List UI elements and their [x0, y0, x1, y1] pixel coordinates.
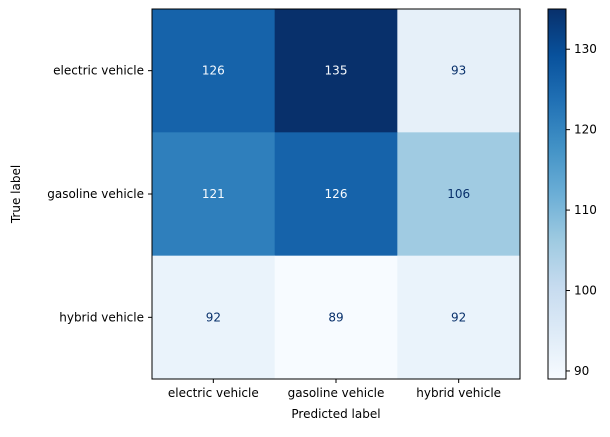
- cell-value-label: 92: [451, 310, 466, 324]
- heatmap-cell: [274, 9, 398, 133]
- heatmap-cell: [152, 255, 276, 380]
- cell-value-label: 135: [325, 64, 348, 78]
- colorbar-tick-label: 90: [574, 364, 589, 378]
- colorbar: [547, 8, 567, 380]
- cell-value-label: 92: [206, 310, 221, 324]
- cell-value-label: 106: [447, 187, 470, 201]
- heatmap-cells: [152, 9, 521, 380]
- cell-value-label: 89: [328, 310, 343, 324]
- cell-value-label: 93: [451, 64, 466, 78]
- y-tick-label: electric vehicle: [53, 64, 144, 78]
- y-tick-label: hybrid vehicle: [59, 310, 144, 324]
- y-tick-label: gasoline vehicle: [47, 187, 144, 201]
- heatmap-cell: [274, 132, 398, 257]
- x-axis-ticks: electric vehicle gasoline vehicle hybrid v…: [168, 379, 501, 400]
- heatmap-cell: [397, 132, 521, 257]
- heatmap-cell: [152, 9, 276, 133]
- x-tick-label: electric vehicle: [168, 386, 259, 400]
- cell-value-label: 126: [325, 187, 348, 201]
- colorbar-tick-label: 100: [574, 284, 597, 298]
- cell-value-labels: 126 135 93 121 126 106 92 89 92: [202, 64, 470, 325]
- cell-value-label: 126: [202, 64, 225, 78]
- x-tick-label: gasoline vehicle: [288, 386, 385, 400]
- y-axis-label: True label: [9, 165, 23, 224]
- colorbar-tick-label: 110: [574, 203, 597, 217]
- colorbar-tick-label: 130: [574, 42, 597, 56]
- heatmap-cell: [274, 255, 398, 380]
- heatmap-cell: [397, 9, 521, 133]
- x-tick-label: hybrid vehicle: [416, 386, 501, 400]
- colorbar-tick-label: 120: [574, 123, 597, 137]
- x-axis-label: Predicted label: [291, 407, 380, 421]
- y-axis-ticks: electric vehicle gasoline vehicle hybrid v…: [47, 64, 152, 324]
- colorbar-ticks: 90 100 110 120 130: [566, 42, 597, 378]
- heatmap-cell: [152, 132, 276, 257]
- heatmap-cell: [397, 255, 521, 380]
- cell-value-label: 121: [202, 187, 225, 201]
